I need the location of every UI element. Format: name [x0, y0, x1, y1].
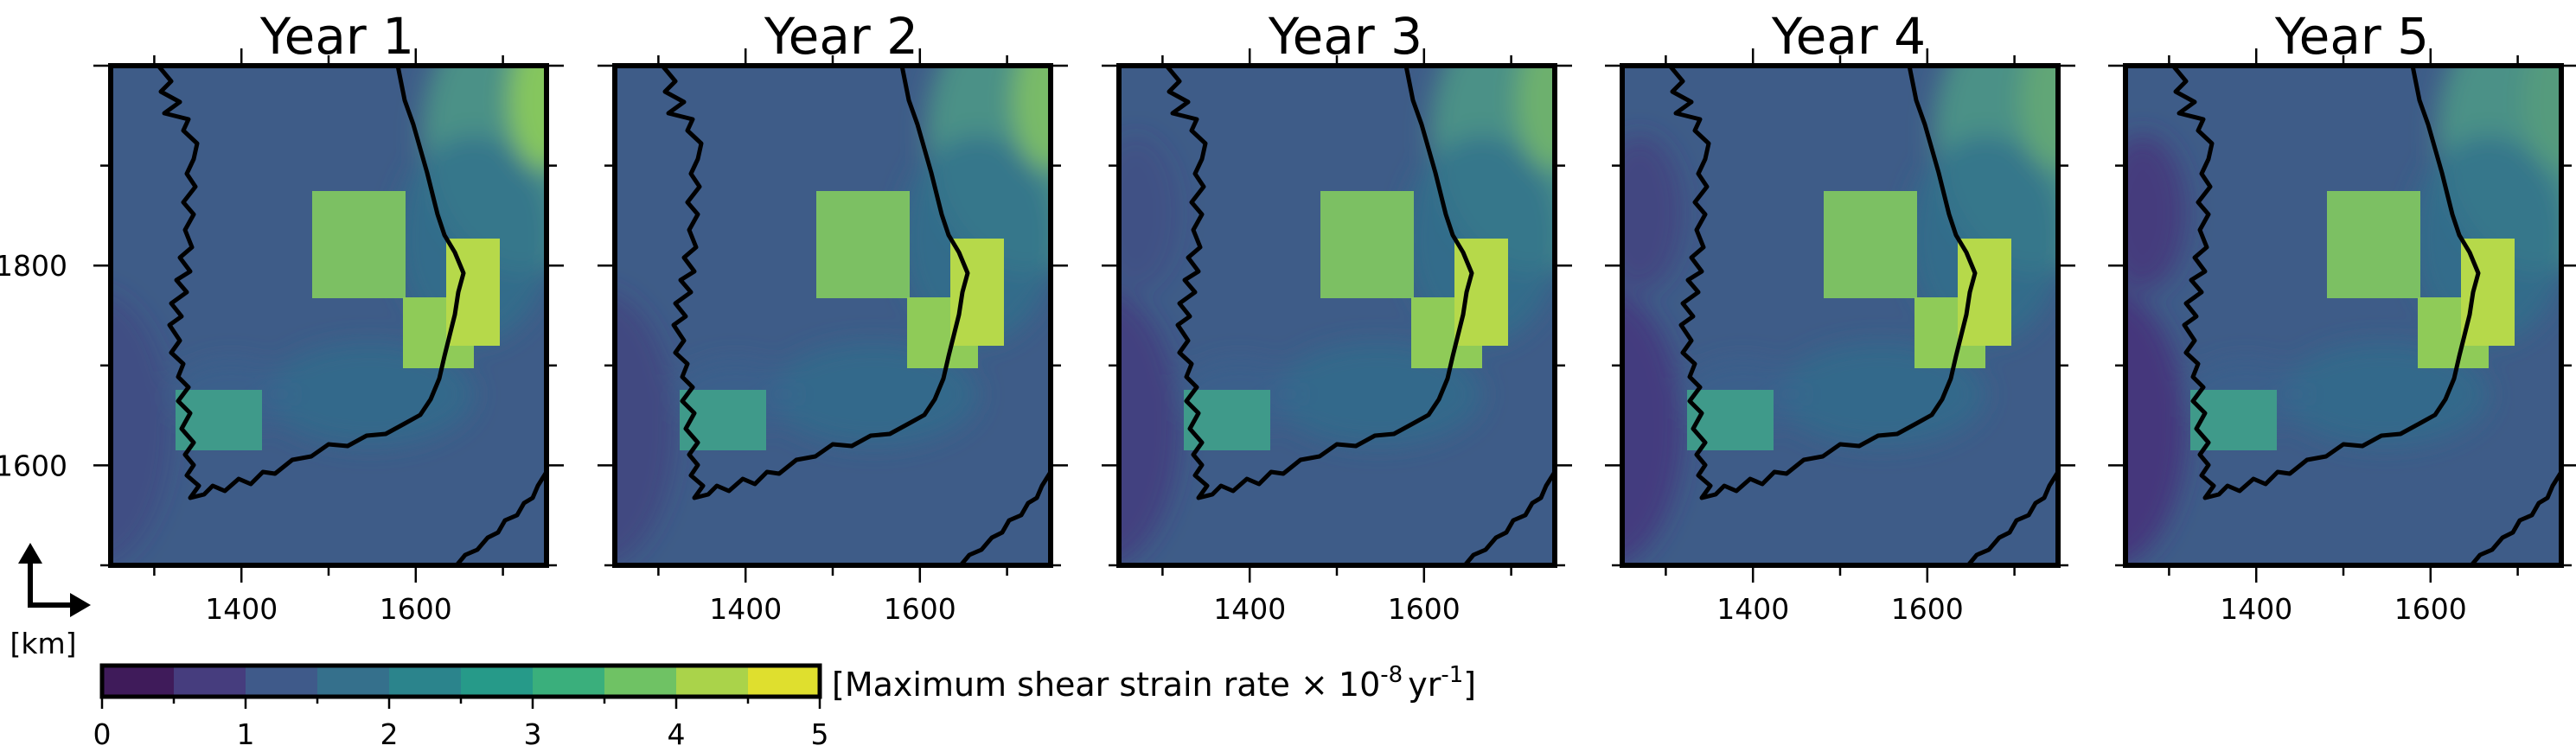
colorbar-label-exponent: -8 [1380, 662, 1403, 688]
colorbar-tick-label: 3 [524, 717, 542, 751]
x-tick-label: 1400 [1716, 592, 1789, 626]
strain-patch-large [1320, 191, 1414, 298]
strain-patch-large [2327, 191, 2420, 298]
x-tick-label: 1600 [380, 592, 452, 626]
x-tick-label: 1600 [1891, 592, 1964, 626]
strain-field [85, 66, 547, 565]
coastline-west [661, 66, 970, 500]
coastline-west [157, 66, 466, 500]
colorbar-tick-label: 1 [237, 717, 255, 751]
colorbar-bin [604, 666, 677, 697]
colorbar-bin [533, 666, 605, 697]
colorbar-label: [Maximum shear strain rate × 10-8 yr-1] [832, 662, 1476, 704]
panel-title: Year 4 [1771, 7, 1926, 66]
coastline-southeast [455, 470, 547, 565]
unit-label: [km] [10, 627, 76, 660]
x-tick-label: 1600 [884, 592, 956, 626]
colorbar-label-prefix: [Maximum shear strain rate × 10 [832, 666, 1380, 704]
axis-unit-indicator: [km] [10, 543, 91, 660]
y-tick-label: 1800 [0, 249, 67, 283]
colorbar-label-suffix: ] [1463, 666, 1476, 704]
field-blob [1517, 66, 1555, 169]
field-blob [1622, 135, 1683, 290]
field-blobs [1622, 66, 2058, 564]
colorbar-bin [102, 666, 175, 697]
field-blob [2125, 294, 2186, 564]
strain-patch-large [816, 191, 910, 298]
panel-title: Year 2 [764, 7, 918, 66]
field-blob [1013, 66, 1051, 169]
field-blob [85, 135, 171, 290]
coastline-west [2171, 66, 2481, 500]
field-blob [615, 294, 675, 564]
map-panel: 1400 1600 1600 1800 Year 1 [0, 7, 564, 626]
coastline-southeast [1966, 470, 2058, 565]
x-tick-label: 1400 [2220, 592, 2292, 626]
field-blob [1622, 294, 1683, 564]
x-tick-label: 1400 [1213, 592, 1286, 626]
colorbar-bin [676, 666, 749, 697]
field-blob [2523, 66, 2561, 169]
colorbar: [Maximum shear strain rate × 10-8 yr-1] 0… [93, 662, 1477, 751]
field-blob [1119, 135, 1179, 290]
panel-title: Year 1 [259, 7, 414, 66]
panel-title: Year 3 [1268, 7, 1422, 66]
colorbar-bin [461, 666, 534, 697]
colorbar-tick-label: 0 [93, 717, 112, 751]
field-blob [111, 294, 171, 564]
colorbar-bin [174, 666, 246, 697]
x-tick-label: 1600 [2394, 592, 2467, 626]
map-panel: 1400 1600 Year 5 [2108, 7, 2576, 626]
map-panel: 1400 1600 Year 2 [589, 7, 1068, 626]
y-tick-label: 1600 [0, 449, 67, 482]
colorbar-tick-label: 2 [380, 717, 399, 751]
coastline-southeast [2470, 470, 2561, 565]
field-blob [2125, 135, 2186, 290]
field-blob [2020, 66, 2058, 169]
strain-patch-large [1824, 191, 1917, 298]
right-arrowhead-icon [70, 593, 91, 617]
strain-field [2125, 66, 2561, 565]
panel-title: Year 5 [2274, 7, 2429, 66]
coastline-west [1165, 66, 1474, 500]
x-tick-label: 1400 [205, 592, 278, 626]
strain-field [1622, 66, 2058, 565]
strain-field [589, 66, 1051, 565]
colorbar-label-unit: yr [1408, 666, 1441, 704]
colorbar-bin [389, 666, 462, 697]
colorbar-bin [748, 666, 821, 697]
field-blob [589, 135, 675, 290]
strain-field [1119, 66, 1555, 565]
colorbar-label-unit-exponent: -1 [1441, 662, 1463, 688]
colorbar-tick-label: 5 [811, 717, 829, 751]
x-tick-label: 1400 [709, 592, 782, 626]
coastline-southeast [1463, 470, 1555, 565]
field-blob [1119, 294, 1179, 564]
coastline-west [1668, 66, 1978, 500]
map-panel: 1400 1600 Year 3 [1102, 7, 1572, 626]
map-panel: 1400 1600 Year 4 [1605, 7, 2075, 626]
field-blob [508, 66, 547, 169]
colorbar-tick-label: 4 [668, 717, 686, 751]
coastline-southeast [959, 470, 1051, 565]
up-arrowhead-icon [18, 543, 42, 564]
x-tick-label: 1600 [1388, 592, 1461, 626]
colorbar-bin [246, 666, 318, 697]
colorbar-bin [317, 666, 390, 697]
strain-patch-large [312, 191, 406, 298]
